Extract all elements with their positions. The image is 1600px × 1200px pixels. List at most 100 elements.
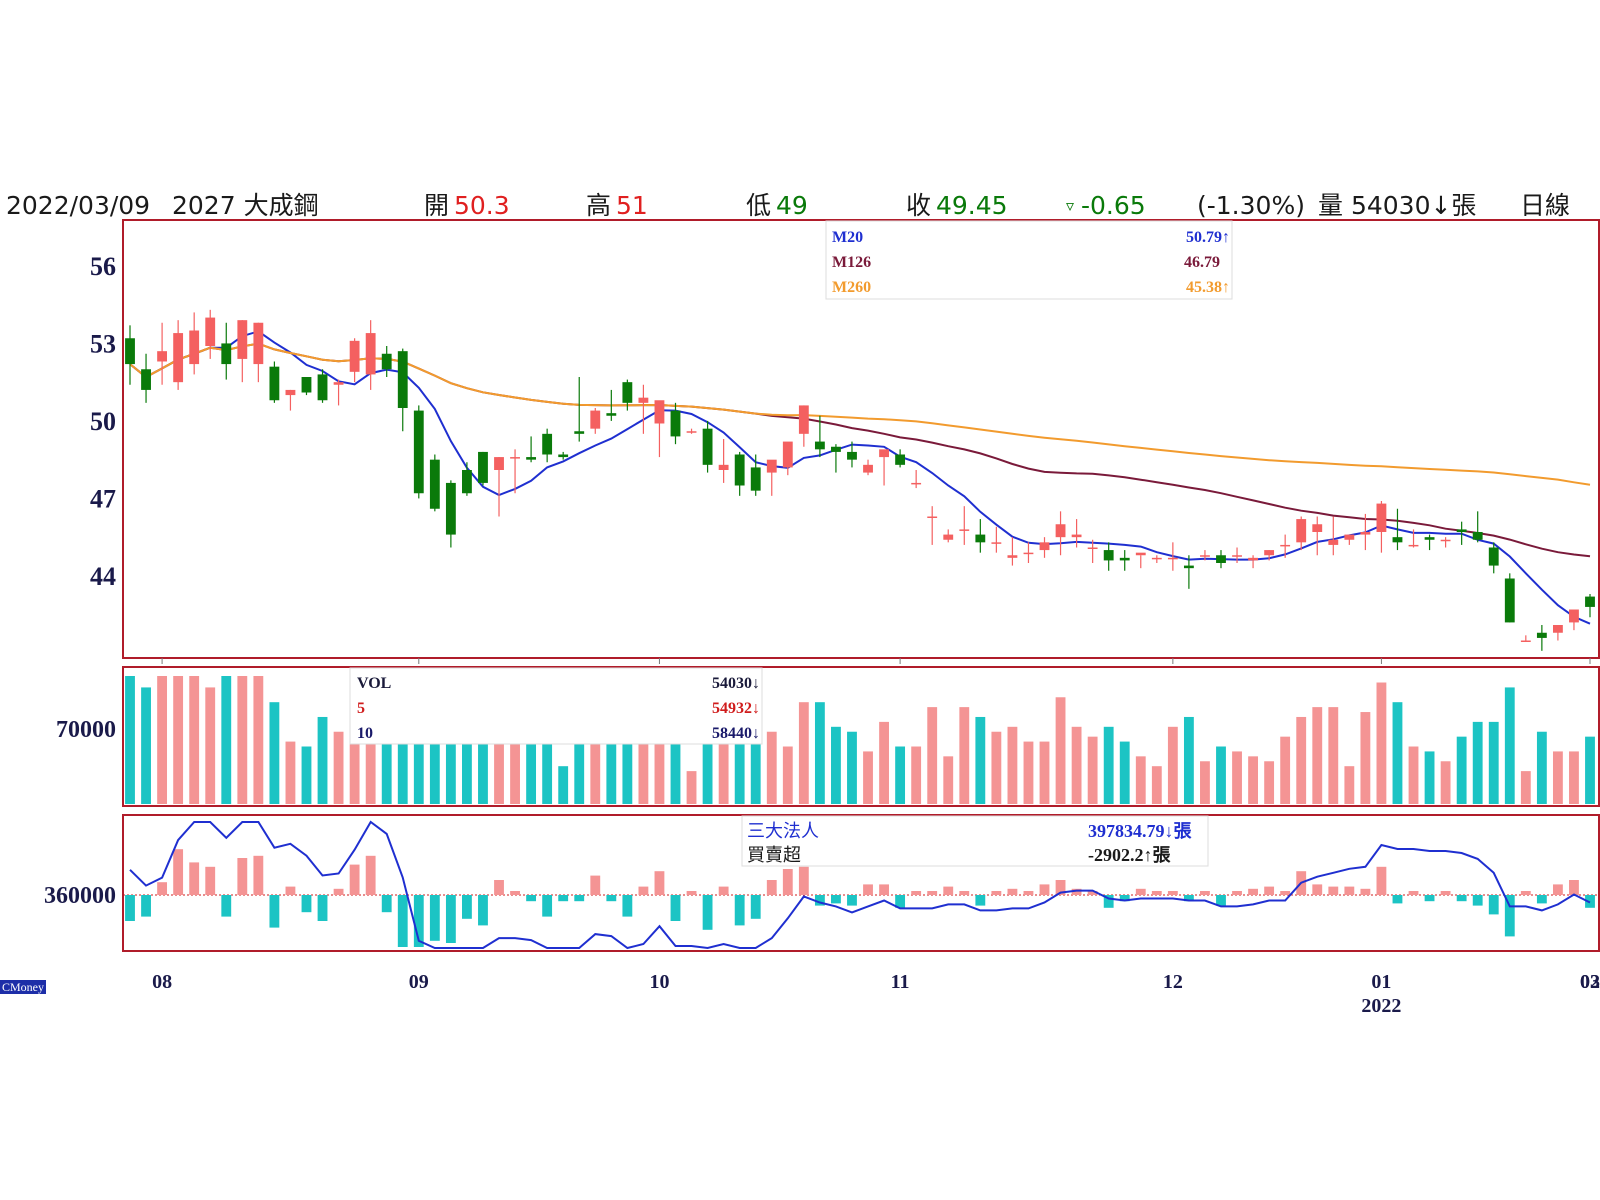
candle-body (269, 366, 280, 401)
volume-bar (1232, 751, 1242, 804)
institutional-bar (1408, 891, 1419, 895)
ma-legend-box (825, 220, 1233, 300)
institutional-bar (445, 895, 456, 943)
price-axis-tick: 50 (90, 407, 116, 436)
volume-bar (1023, 741, 1034, 804)
candle-body (1472, 532, 1483, 540)
volume-bar (911, 746, 922, 804)
x-axis-month-label: 11 (891, 971, 910, 993)
candle (237, 320, 248, 383)
candle-body (638, 397, 649, 403)
volume-bar (590, 731, 601, 804)
institutional-bar (1216, 895, 1226, 906)
candle-body (1200, 555, 1210, 557)
institutional-bar (686, 891, 697, 895)
ma260-legend-value: 45.38↑ (1186, 279, 1230, 296)
volume-bar (1087, 736, 1098, 804)
institutional-bar (510, 891, 520, 895)
price-axis-tick: 44 (90, 562, 116, 591)
candle (1119, 550, 1130, 571)
institutional-bar (959, 891, 970, 895)
candle-body (237, 320, 248, 359)
candle-body (1392, 537, 1403, 543)
candle (622, 379, 633, 411)
institutional-bar (927, 891, 938, 895)
candle-body (365, 333, 376, 375)
institutional-bar (975, 895, 986, 906)
volume-bar (510, 697, 520, 804)
low-value: 49 (776, 191, 808, 220)
volume-bar (1071, 726, 1082, 804)
institutional-bar (831, 895, 841, 904)
institutional-bar (397, 895, 408, 947)
candle-body (1520, 640, 1531, 642)
volume-bar (1392, 702, 1403, 804)
volume-bar (1167, 726, 1178, 804)
candle (221, 322, 232, 380)
volume-bar (1135, 756, 1146, 804)
volume-bar (1328, 707, 1339, 804)
volume-bar (670, 702, 681, 804)
candle-body (317, 374, 328, 401)
institutional-bar (1103, 895, 1114, 908)
candle (1552, 625, 1563, 641)
volume-bar (1488, 721, 1499, 804)
volume-bar (1440, 761, 1451, 804)
candle-body (1103, 550, 1114, 561)
change-percent: (-1.30%) (1197, 191, 1305, 220)
candle (1055, 511, 1066, 556)
volume-bar (285, 741, 296, 804)
ma260-legend-name: M260 (832, 279, 871, 296)
institutional-bar (1424, 895, 1435, 902)
institutional-bar (1135, 888, 1146, 895)
volume-bar (381, 721, 392, 804)
price-axis: 56 53 50 47 44 (90, 252, 116, 591)
volume-bar (750, 702, 761, 804)
candle-body (558, 454, 569, 458)
volume-bar (1424, 751, 1435, 804)
candle-body (1408, 544, 1419, 547)
institutional-bar (622, 895, 633, 917)
volume-bar (478, 716, 488, 804)
volume-bar (1183, 716, 1194, 804)
vol-legend-name: VOL (357, 675, 391, 692)
institutional-bar (1536, 895, 1547, 904)
candle (478, 451, 488, 486)
candle-body (542, 433, 553, 455)
candle (269, 361, 280, 403)
institutional-bar (702, 895, 713, 930)
volume-bar (221, 676, 232, 804)
volume-bar (1103, 726, 1114, 804)
candle (1328, 516, 1339, 556)
candle (157, 322, 168, 385)
candle-body (1536, 632, 1547, 638)
inst-legend-name2: 買賣超 (747, 845, 801, 865)
ma126-line (129, 342, 1591, 558)
volume-bar (975, 716, 986, 804)
period-label: 日線 (1520, 191, 1571, 220)
volume-bar (173, 676, 184, 804)
candle (1472, 511, 1483, 543)
candle-body (1488, 547, 1499, 566)
price-axis-tick: 47 (90, 484, 116, 513)
candle (1408, 529, 1419, 548)
volume-bars (125, 676, 1595, 804)
candle-body (189, 330, 200, 365)
volume-bar (606, 721, 617, 804)
stock-name: 2027 大成鋼 (172, 191, 319, 220)
volume-bar (686, 771, 697, 804)
candle (365, 320, 376, 390)
institutional-bar (1264, 886, 1275, 895)
volume-bar (847, 731, 857, 804)
candle-body (1552, 625, 1563, 633)
candle-body (766, 459, 777, 473)
volume-bar (317, 716, 328, 804)
candle (1376, 501, 1387, 553)
candle-body (1151, 557, 1162, 560)
volume-bar (269, 702, 280, 804)
ma20-legend-value: 50.79↑ (1186, 229, 1230, 246)
volume-bar (1472, 721, 1483, 804)
volume-bar (1151, 766, 1162, 804)
candle (1232, 547, 1242, 563)
